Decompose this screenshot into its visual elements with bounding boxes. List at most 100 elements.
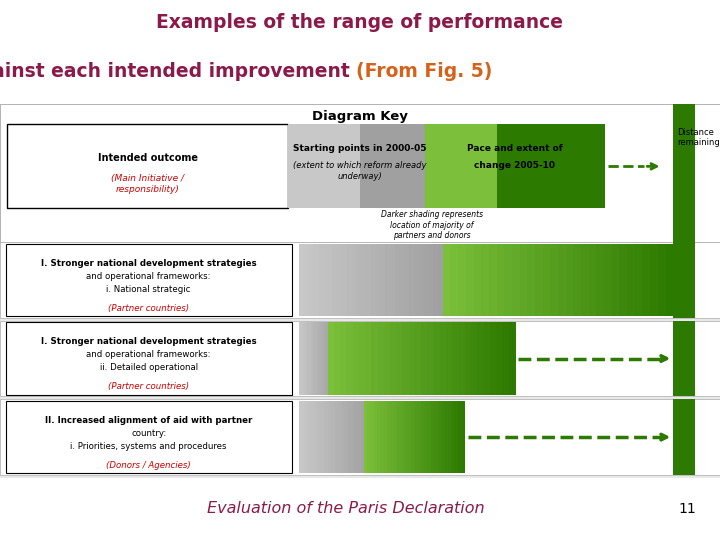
Bar <box>490 322 497 395</box>
Bar <box>558 244 567 316</box>
Text: i. National strategic: i. National strategic <box>107 285 191 294</box>
Bar <box>390 322 397 395</box>
Bar <box>673 321 695 396</box>
Bar <box>420 401 425 474</box>
Bar <box>604 244 613 316</box>
Bar <box>311 322 312 395</box>
Bar <box>673 399 695 475</box>
Bar <box>340 322 347 395</box>
Text: Pace and extent of: Pace and extent of <box>467 144 562 153</box>
Text: (From Fig. 5): (From Fig. 5) <box>356 62 492 81</box>
Bar <box>340 401 343 474</box>
Bar <box>308 401 312 474</box>
Bar <box>302 322 305 395</box>
Bar <box>461 401 465 474</box>
Bar <box>0 242 720 318</box>
Bar <box>451 244 459 316</box>
Bar <box>299 244 305 316</box>
Bar <box>364 401 368 474</box>
Text: against each intended improvement (From Fig. 5): against each intended improvement (From … <box>96 62 624 81</box>
Bar <box>484 322 490 395</box>
Bar <box>434 401 438 474</box>
Bar <box>304 322 305 395</box>
Bar <box>433 244 438 316</box>
Bar <box>380 244 386 316</box>
Bar <box>612 244 620 316</box>
Bar <box>317 322 319 395</box>
Bar <box>443 244 451 316</box>
Bar <box>658 244 666 316</box>
FancyBboxPatch shape <box>65 480 626 538</box>
Bar <box>642 244 651 316</box>
Bar <box>313 244 319 316</box>
Bar <box>342 244 348 316</box>
Bar <box>299 322 301 395</box>
Bar <box>421 322 428 395</box>
Bar <box>619 244 628 316</box>
Bar <box>308 244 314 316</box>
Bar <box>419 244 424 316</box>
Bar <box>313 322 315 395</box>
Bar <box>318 322 320 395</box>
Bar <box>372 322 378 395</box>
Bar <box>304 244 309 316</box>
Text: (Main Initiative /
responsibility): (Main Initiative / responsibility) <box>111 174 184 194</box>
Text: I. Stronger national development strategies: I. Stronger national development strateg… <box>41 259 256 268</box>
Text: and operational frameworks:: and operational frameworks: <box>86 272 211 281</box>
Bar <box>425 124 497 208</box>
Text: 11: 11 <box>679 502 696 516</box>
Bar <box>371 244 377 316</box>
Bar <box>288 124 360 208</box>
Bar <box>497 124 605 208</box>
Bar <box>364 401 366 474</box>
Bar <box>326 322 328 395</box>
Bar <box>330 322 332 395</box>
Bar <box>6 244 292 316</box>
Bar <box>512 244 521 316</box>
Bar <box>374 401 378 474</box>
Bar <box>301 401 305 474</box>
Bar <box>566 244 574 316</box>
Bar <box>504 244 513 316</box>
Bar <box>347 401 350 474</box>
Bar <box>384 322 391 395</box>
Text: country:: country: <box>131 429 166 438</box>
Bar <box>428 244 434 316</box>
Bar <box>366 244 372 316</box>
Bar <box>311 401 314 474</box>
Bar <box>440 322 447 395</box>
Text: II. Increased alignment of aid with partner: II. Increased alignment of aid with part… <box>45 416 253 425</box>
Bar <box>390 244 395 316</box>
Bar <box>497 244 505 316</box>
Bar <box>335 401 338 474</box>
Bar <box>471 322 478 395</box>
Bar <box>359 401 362 474</box>
Bar <box>6 401 292 474</box>
Bar <box>589 244 597 316</box>
Bar <box>325 322 327 395</box>
Bar <box>410 401 415 474</box>
Text: i. Priorities, systems and procedures: i. Priorities, systems and procedures <box>71 442 227 451</box>
Bar <box>365 322 372 395</box>
Bar <box>380 401 384 474</box>
Bar <box>0 321 720 396</box>
Bar <box>323 401 326 474</box>
Text: change 2005-10: change 2005-10 <box>474 161 555 170</box>
Bar <box>369 401 372 474</box>
Bar <box>448 401 451 474</box>
Bar <box>333 322 334 395</box>
Bar <box>307 322 309 395</box>
Bar <box>477 322 485 395</box>
Bar <box>431 401 435 474</box>
Bar <box>344 401 348 474</box>
Text: Examples of the range of performance: Examples of the range of performance <box>156 14 564 32</box>
Bar <box>353 322 359 395</box>
Bar <box>423 244 429 316</box>
Bar <box>444 401 449 474</box>
Bar <box>550 244 559 316</box>
Text: (Partner countries): (Partner countries) <box>108 304 189 313</box>
Bar <box>360 124 432 208</box>
Bar <box>305 322 307 395</box>
Text: (Partner countries): (Partner countries) <box>108 382 189 392</box>
Bar <box>312 322 314 395</box>
